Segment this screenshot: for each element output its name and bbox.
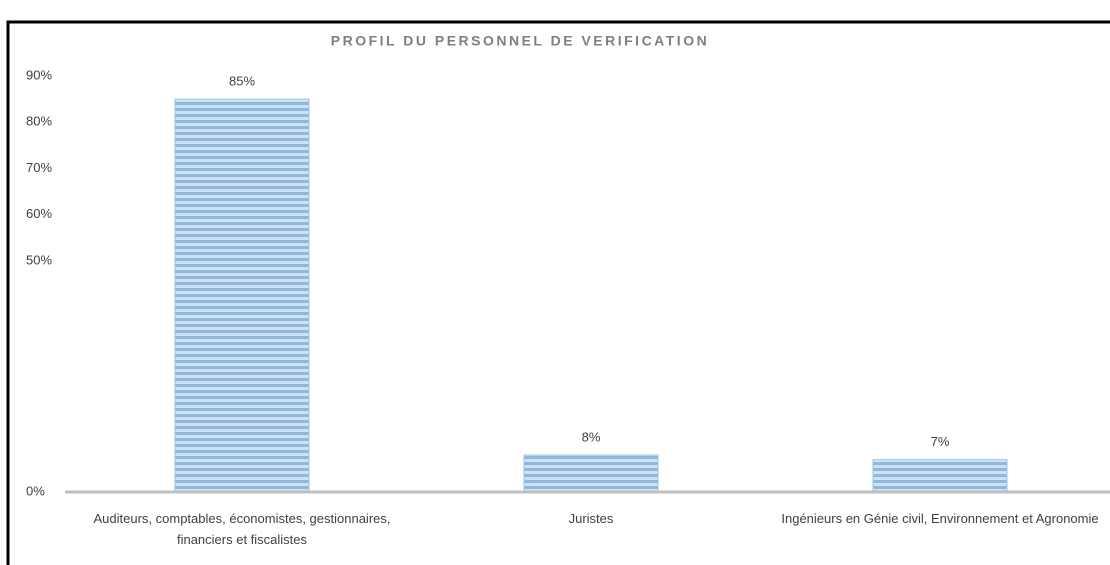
data-label: 8% (582, 429, 601, 444)
x-tick-label: Juristes (568, 511, 614, 526)
data-label: 7% (931, 434, 950, 449)
bar (523, 454, 659, 493)
y-tick-label: 60% (26, 206, 52, 221)
y-tick-label: 0% (26, 483, 45, 498)
y-tick-label: 80% (26, 114, 52, 129)
chart-title: PROFIL DU PERSONNEL DE VERIFICATION (331, 33, 709, 49)
y-tick-label: 90% (26, 67, 52, 82)
y-tick-label: 50% (26, 252, 52, 267)
bar (174, 98, 310, 493)
x-tick-label: Auditeurs, comptables, économistes, gest… (93, 511, 391, 547)
data-label: 85% (229, 74, 255, 89)
bar (872, 459, 1008, 493)
x-tick-label: Ingénieurs en Génie civil, Environnement… (781, 511, 1099, 526)
y-tick-label: 70% (26, 160, 52, 175)
chart-border (6, 20, 1110, 565)
